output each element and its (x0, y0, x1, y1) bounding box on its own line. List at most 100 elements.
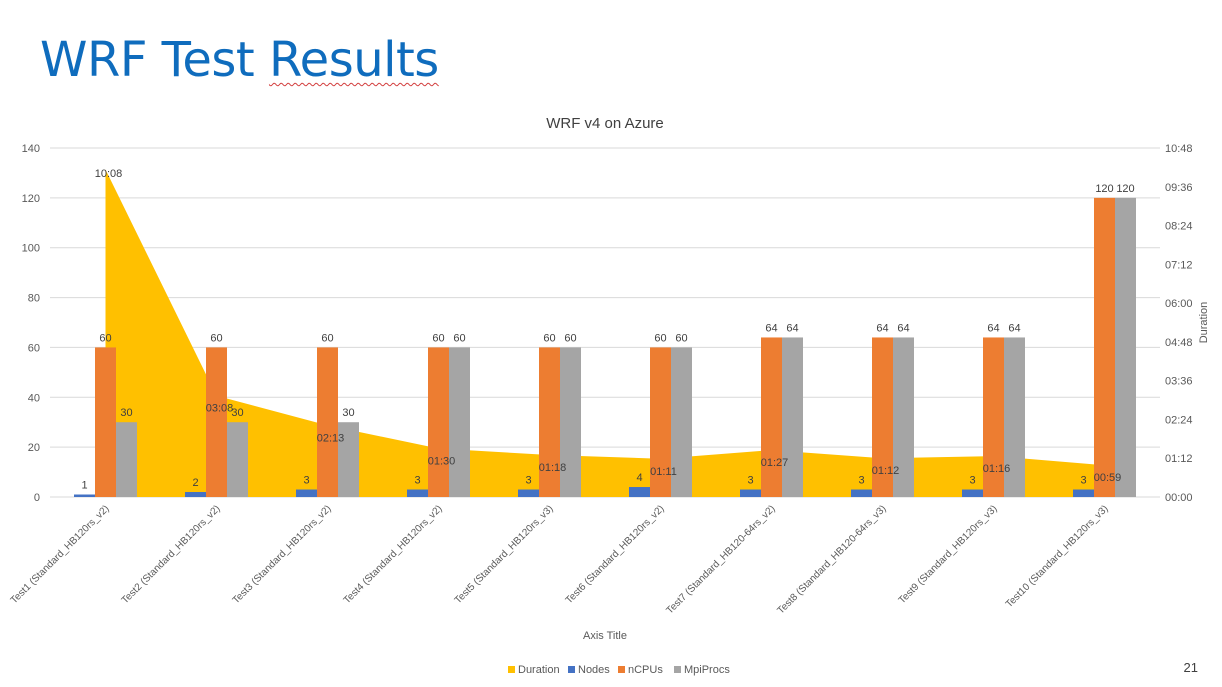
category-label: Test1 (Standard_HB120rs_v2) (9, 503, 112, 606)
slide-title-part1: WRF Test (40, 32, 269, 88)
bar-label-nodes: 2 (192, 477, 198, 489)
duration-label: 01:12 (872, 465, 900, 477)
bar-label-ncpus: 64 (765, 322, 777, 334)
category-label: Test3 (Standard_HB120rs_v2) (231, 503, 334, 606)
category-label: Test10 (Standard_HB120rs_v3) (1004, 503, 1111, 610)
category-label: Test4 (Standard_HB120rs_v2) (342, 503, 445, 606)
bar-nodes (851, 489, 872, 497)
bar-nodes (74, 494, 95, 497)
bar-label-mpiprocs: 30 (342, 407, 354, 419)
bar-ncpus (428, 347, 449, 497)
y-tick-label: 20 (28, 442, 40, 454)
bar-label-nodes: 3 (747, 475, 753, 487)
bar-nodes (185, 492, 206, 497)
bar-label-ncpus: 60 (432, 332, 444, 344)
bar-mpiprocs (227, 422, 248, 497)
chart-title: WRF v4 on Azure (546, 115, 664, 132)
bar-mpiprocs (1115, 197, 1136, 497)
duration-label: 01:11 (650, 466, 677, 478)
bar-label-nodes: 3 (1080, 475, 1086, 487)
legend-label-duration: Duration (518, 664, 560, 676)
y2-tick-label: 08:24 (1165, 221, 1193, 233)
y-tick-label: 60 (28, 342, 40, 354)
bar-ncpus (206, 347, 227, 497)
bar-ncpus (761, 337, 782, 497)
bar-label-ncpus: 60 (321, 332, 333, 344)
bar-label-ncpus: 60 (210, 332, 222, 344)
bar-nodes (407, 489, 428, 497)
y2-tick-label: 01:12 (1165, 453, 1193, 465)
y-tick-label: 140 (22, 143, 40, 155)
y-tick-label: 100 (22, 243, 40, 255)
duration-label: 03:08 (206, 403, 234, 415)
bar-nodes (962, 489, 983, 497)
bar-label-mpiprocs: 64 (786, 322, 798, 334)
y2-tick-label: 10:48 (1165, 143, 1193, 155)
bar-ncpus (872, 337, 893, 497)
category-label: Test2 (Standard_HB120rs_v2) (120, 503, 223, 606)
bar-mpiprocs (560, 347, 581, 497)
bar-nodes (629, 487, 650, 497)
bar-label-nodes: 3 (858, 475, 864, 487)
y-tick-label: 0 (34, 492, 40, 504)
bar-label-mpiprocs: 60 (453, 332, 465, 344)
bar-ncpus (95, 347, 116, 497)
category-label: Test8 (Standard_HB120-64rs_v3) (775, 503, 888, 616)
y-tick-label: 80 (28, 293, 40, 305)
bar-label-nodes: 3 (303, 475, 309, 487)
y2-tick-label: 09:36 (1165, 182, 1193, 194)
bar-label-ncpus: 120 (1095, 183, 1113, 195)
y2-tick-label: 02:24 (1165, 414, 1193, 426)
duration-label: 01:16 (983, 463, 1011, 475)
duration-label: 02:13 (317, 432, 345, 444)
bar-mpiprocs (893, 337, 914, 497)
x-axis-title: Axis Title (583, 630, 627, 642)
category-label: Test9 (Standard_HB120rs_v3) (897, 503, 1000, 606)
bar-label-nodes: 3 (969, 475, 975, 487)
y2-axis-title: Duration (1198, 302, 1210, 344)
legend-label-mpiprocs: MpiProcs (684, 664, 730, 676)
y2-tick-label: 06:00 (1165, 298, 1193, 310)
y2-tick-label: 04:48 (1165, 337, 1193, 349)
legend-label-ncpus: nCPUs (628, 664, 663, 676)
bar-nodes (740, 489, 761, 497)
bar-label-mpiprocs: 30 (120, 407, 132, 419)
y-tick-label: 40 (28, 392, 40, 404)
duration-label: 10:08 (95, 168, 123, 180)
bar-label-ncpus: 60 (543, 332, 555, 344)
legend-swatch-nodes (568, 666, 575, 673)
y2-tick-label: 07:12 (1165, 259, 1193, 271)
bar-mpiprocs (338, 422, 359, 497)
y2-tick-label: 03:36 (1165, 376, 1193, 388)
bar-nodes (1073, 489, 1094, 497)
bar-label-mpiprocs: 64 (1008, 322, 1020, 334)
duration-label: 01:18 (539, 462, 567, 474)
bar-mpiprocs (116, 422, 137, 497)
bar-label-mpiprocs: 120 (1116, 183, 1134, 195)
slide-number: 21 (1183, 660, 1198, 675)
legend-label-nodes: Nodes (578, 664, 610, 676)
bar-ncpus (317, 347, 338, 497)
slide-title-part2: Results (268, 32, 439, 88)
bar-label-ncpus: 64 (876, 322, 888, 334)
y2-tick-label: 00:00 (1165, 492, 1193, 504)
duration-label: 01:27 (761, 457, 789, 469)
bar-nodes (296, 489, 317, 497)
bar-mpiprocs (449, 347, 470, 497)
legend-swatch-ncpus (618, 666, 625, 673)
bar-label-ncpus: 60 (99, 332, 111, 344)
bar-ncpus (983, 337, 1004, 497)
legend-swatch-duration (508, 666, 515, 673)
bar-label-nodes: 4 (636, 472, 642, 484)
bar-label-mpiprocs: 60 (564, 332, 576, 344)
bar-label-nodes: 3 (525, 475, 531, 487)
slide-title: WRF Test Results (40, 32, 439, 88)
bar-label-nodes: 3 (414, 475, 420, 487)
bar-nodes (518, 489, 539, 497)
y-tick-label: 120 (22, 193, 40, 205)
duration-label: 01:30 (428, 456, 456, 468)
bar-ncpus (650, 347, 671, 497)
bar-mpiprocs (1004, 337, 1025, 497)
legend-swatch-mpiprocs (674, 666, 681, 673)
